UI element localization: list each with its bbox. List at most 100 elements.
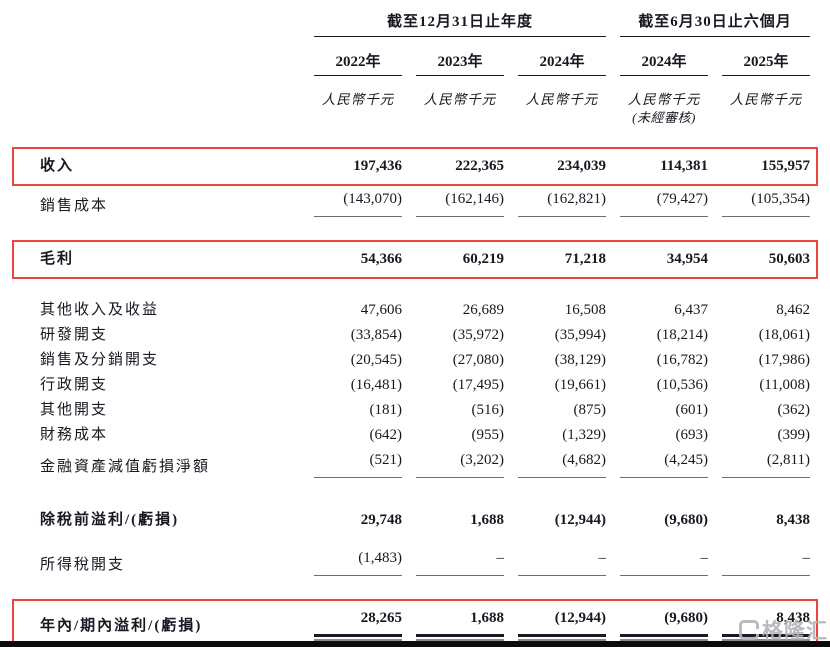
- watermark: 格隆汇: [739, 615, 828, 645]
- row-label: 行政開支: [40, 377, 109, 393]
- row-label: 銷售及分銷開支: [40, 352, 160, 368]
- row-label: 銷售成本: [40, 198, 109, 214]
- unaudited-note: (未經審核): [632, 110, 696, 125]
- unit-header-row: 人民幣千元 人民幣千元 人民幣千元 人民幣千元 (未經審核) 人民幣千元: [20, 91, 810, 127]
- unit-header-col-0: 人民幣千元: [314, 91, 402, 109]
- cell-value: (12,944): [554, 512, 606, 528]
- row-label: 其他開支: [40, 402, 109, 418]
- table-body: 收入 197,436 222,365 234,039 114,381 155,957 銷售成…: [12, 147, 818, 646]
- cell-value: 54,366: [360, 251, 402, 267]
- cell-value: (16,782): [656, 352, 708, 368]
- cell-value: (162,821): [518, 189, 606, 217]
- cell-value: (875): [573, 402, 607, 418]
- currency-unit-label: 人民幣千元: [729, 92, 803, 107]
- cell-value: (1,483): [314, 548, 402, 576]
- cell-value: (601): [675, 402, 709, 418]
- table-row: 銷售及分銷開支 (20,545) (27,080) (38,129) (16,782) (…: [20, 350, 810, 371]
- cell-value: 60,219: [462, 251, 504, 267]
- cell-value: (2,811): [722, 450, 810, 478]
- row-label: 除稅前溢利/(虧損): [40, 512, 180, 528]
- year-header-col-2: 2024年: [518, 50, 606, 76]
- cell-value: 47,606: [360, 302, 402, 318]
- cell-value: –: [620, 548, 708, 576]
- unit-header-col-2: 人民幣千元: [518, 91, 606, 109]
- cell-value: (642): [369, 427, 403, 443]
- cell-value: (143,070): [314, 189, 402, 217]
- cell-value: 34,954: [666, 251, 708, 267]
- cell-value: 114,381: [660, 158, 708, 174]
- row-label: 毛利: [40, 251, 75, 267]
- cell-value: (9,680): [620, 608, 708, 641]
- cell-value: (20,545): [350, 352, 402, 368]
- cell-value: (955): [471, 427, 505, 443]
- table-row: 所得稅開支 (1,483) – – – –: [20, 548, 810, 576]
- cell-value: (35,994): [554, 327, 606, 343]
- cell-value: 234,039: [557, 158, 606, 174]
- cell-value: (35,972): [452, 327, 504, 343]
- cell-value: 1,688: [416, 608, 504, 641]
- currency-unit-label: 人民幣千元: [525, 92, 599, 107]
- year-header-row: 2022年 2023年 2024年 2024年 2025年: [20, 50, 810, 76]
- table-row: 財務成本 (642) (955) (1,329) (693) (399): [20, 425, 810, 446]
- table-row: 研發開支 (33,854) (35,972) (35,994) (18,214) (18,…: [20, 325, 810, 346]
- row-label: 研發開支: [40, 327, 109, 343]
- cell-value: (4,245): [620, 450, 708, 478]
- currency-unit-label: 人民幣千元: [627, 92, 701, 107]
- table-row: 銷售成本 (143,070) (162,146) (162,821) (79,427) (…: [20, 189, 810, 217]
- cell-value: 16,508: [564, 302, 606, 318]
- cell-value: (11,008): [759, 377, 810, 393]
- unit-header-col-4: 人民幣千元: [722, 91, 810, 109]
- cell-value: (521): [314, 450, 402, 478]
- cell-value: 50,603: [768, 251, 810, 267]
- unit-header-col-1: 人民幣千元: [416, 91, 504, 109]
- cell-value: 155,957: [761, 158, 810, 174]
- cell-value: (17,495): [452, 377, 504, 393]
- cell-value: (12,944): [518, 608, 606, 641]
- unit-header-col-3: 人民幣千元 (未經審核): [620, 91, 708, 127]
- table-row: 金融資產減值虧損淨額 (521) (3,202) (4,682) (4,245) (2,8…: [20, 450, 810, 478]
- cell-value: 1,688: [470, 512, 504, 528]
- cell-value: (3,202): [416, 450, 504, 478]
- highlight-box: 毛利 54,366 60,219 71,218 34,954 50,603: [12, 240, 818, 279]
- table-row: 收入 197,436 222,365 234,039 114,381 155,957: [20, 156, 810, 177]
- cell-value: (16,481): [350, 377, 402, 393]
- cell-value: (38,129): [554, 352, 606, 368]
- cell-value: 71,218: [564, 251, 606, 267]
- cell-value: (10,536): [656, 377, 708, 393]
- cell-value: (19,661): [554, 377, 606, 393]
- year-header-col-4: 2025年: [722, 50, 810, 76]
- cell-value: 8,438: [722, 608, 810, 641]
- column-group-interim: 截至6月30日止六個月: [620, 10, 810, 37]
- row-label: 財務成本: [40, 427, 109, 443]
- row-label: 其他收入及收益: [40, 302, 160, 318]
- cell-value: 28,265: [314, 608, 402, 641]
- cell-value: 6,437: [674, 302, 708, 318]
- cell-value: 8,462: [776, 302, 810, 318]
- cell-value: (79,427): [620, 189, 708, 217]
- cell-value: (27,080): [452, 352, 504, 368]
- cell-value: –: [722, 548, 810, 576]
- currency-unit-label: 人民幣千元: [321, 92, 395, 107]
- row-label: 金融資產減值虧損淨額: [40, 459, 211, 475]
- cell-value: 26,689: [462, 302, 504, 318]
- year-header-col-0: 2022年: [314, 50, 402, 76]
- row-label: 收入: [40, 158, 75, 174]
- year-header-col-1: 2023年: [416, 50, 504, 76]
- cell-value: 197,436: [353, 158, 402, 174]
- cell-value: (105,354): [722, 189, 810, 217]
- row-label: 所得稅開支: [40, 557, 126, 573]
- cell-value: (9,680): [664, 512, 708, 528]
- cell-value: (17,986): [758, 352, 810, 368]
- cell-value: 29,748: [360, 512, 402, 528]
- bottom-bar: [0, 641, 830, 647]
- table-row: 行政開支 (16,481) (17,495) (19,661) (10,536) (11,…: [20, 375, 810, 396]
- table-row: 其他開支 (181) (516) (875) (601) (362): [20, 400, 810, 421]
- cell-value: (33,854): [350, 327, 402, 343]
- table-row: 除稅前溢利/(虧損) 29,748 1,688 (12,944) (9,680) 8,43…: [20, 510, 810, 531]
- cell-value: (399): [777, 427, 811, 443]
- cell-value: (162,146): [416, 189, 504, 217]
- cell-value: (18,061): [758, 327, 810, 343]
- cell-value: 8,438: [776, 512, 810, 528]
- table-row: 毛利 54,366 60,219 71,218 34,954 50,603: [20, 249, 810, 270]
